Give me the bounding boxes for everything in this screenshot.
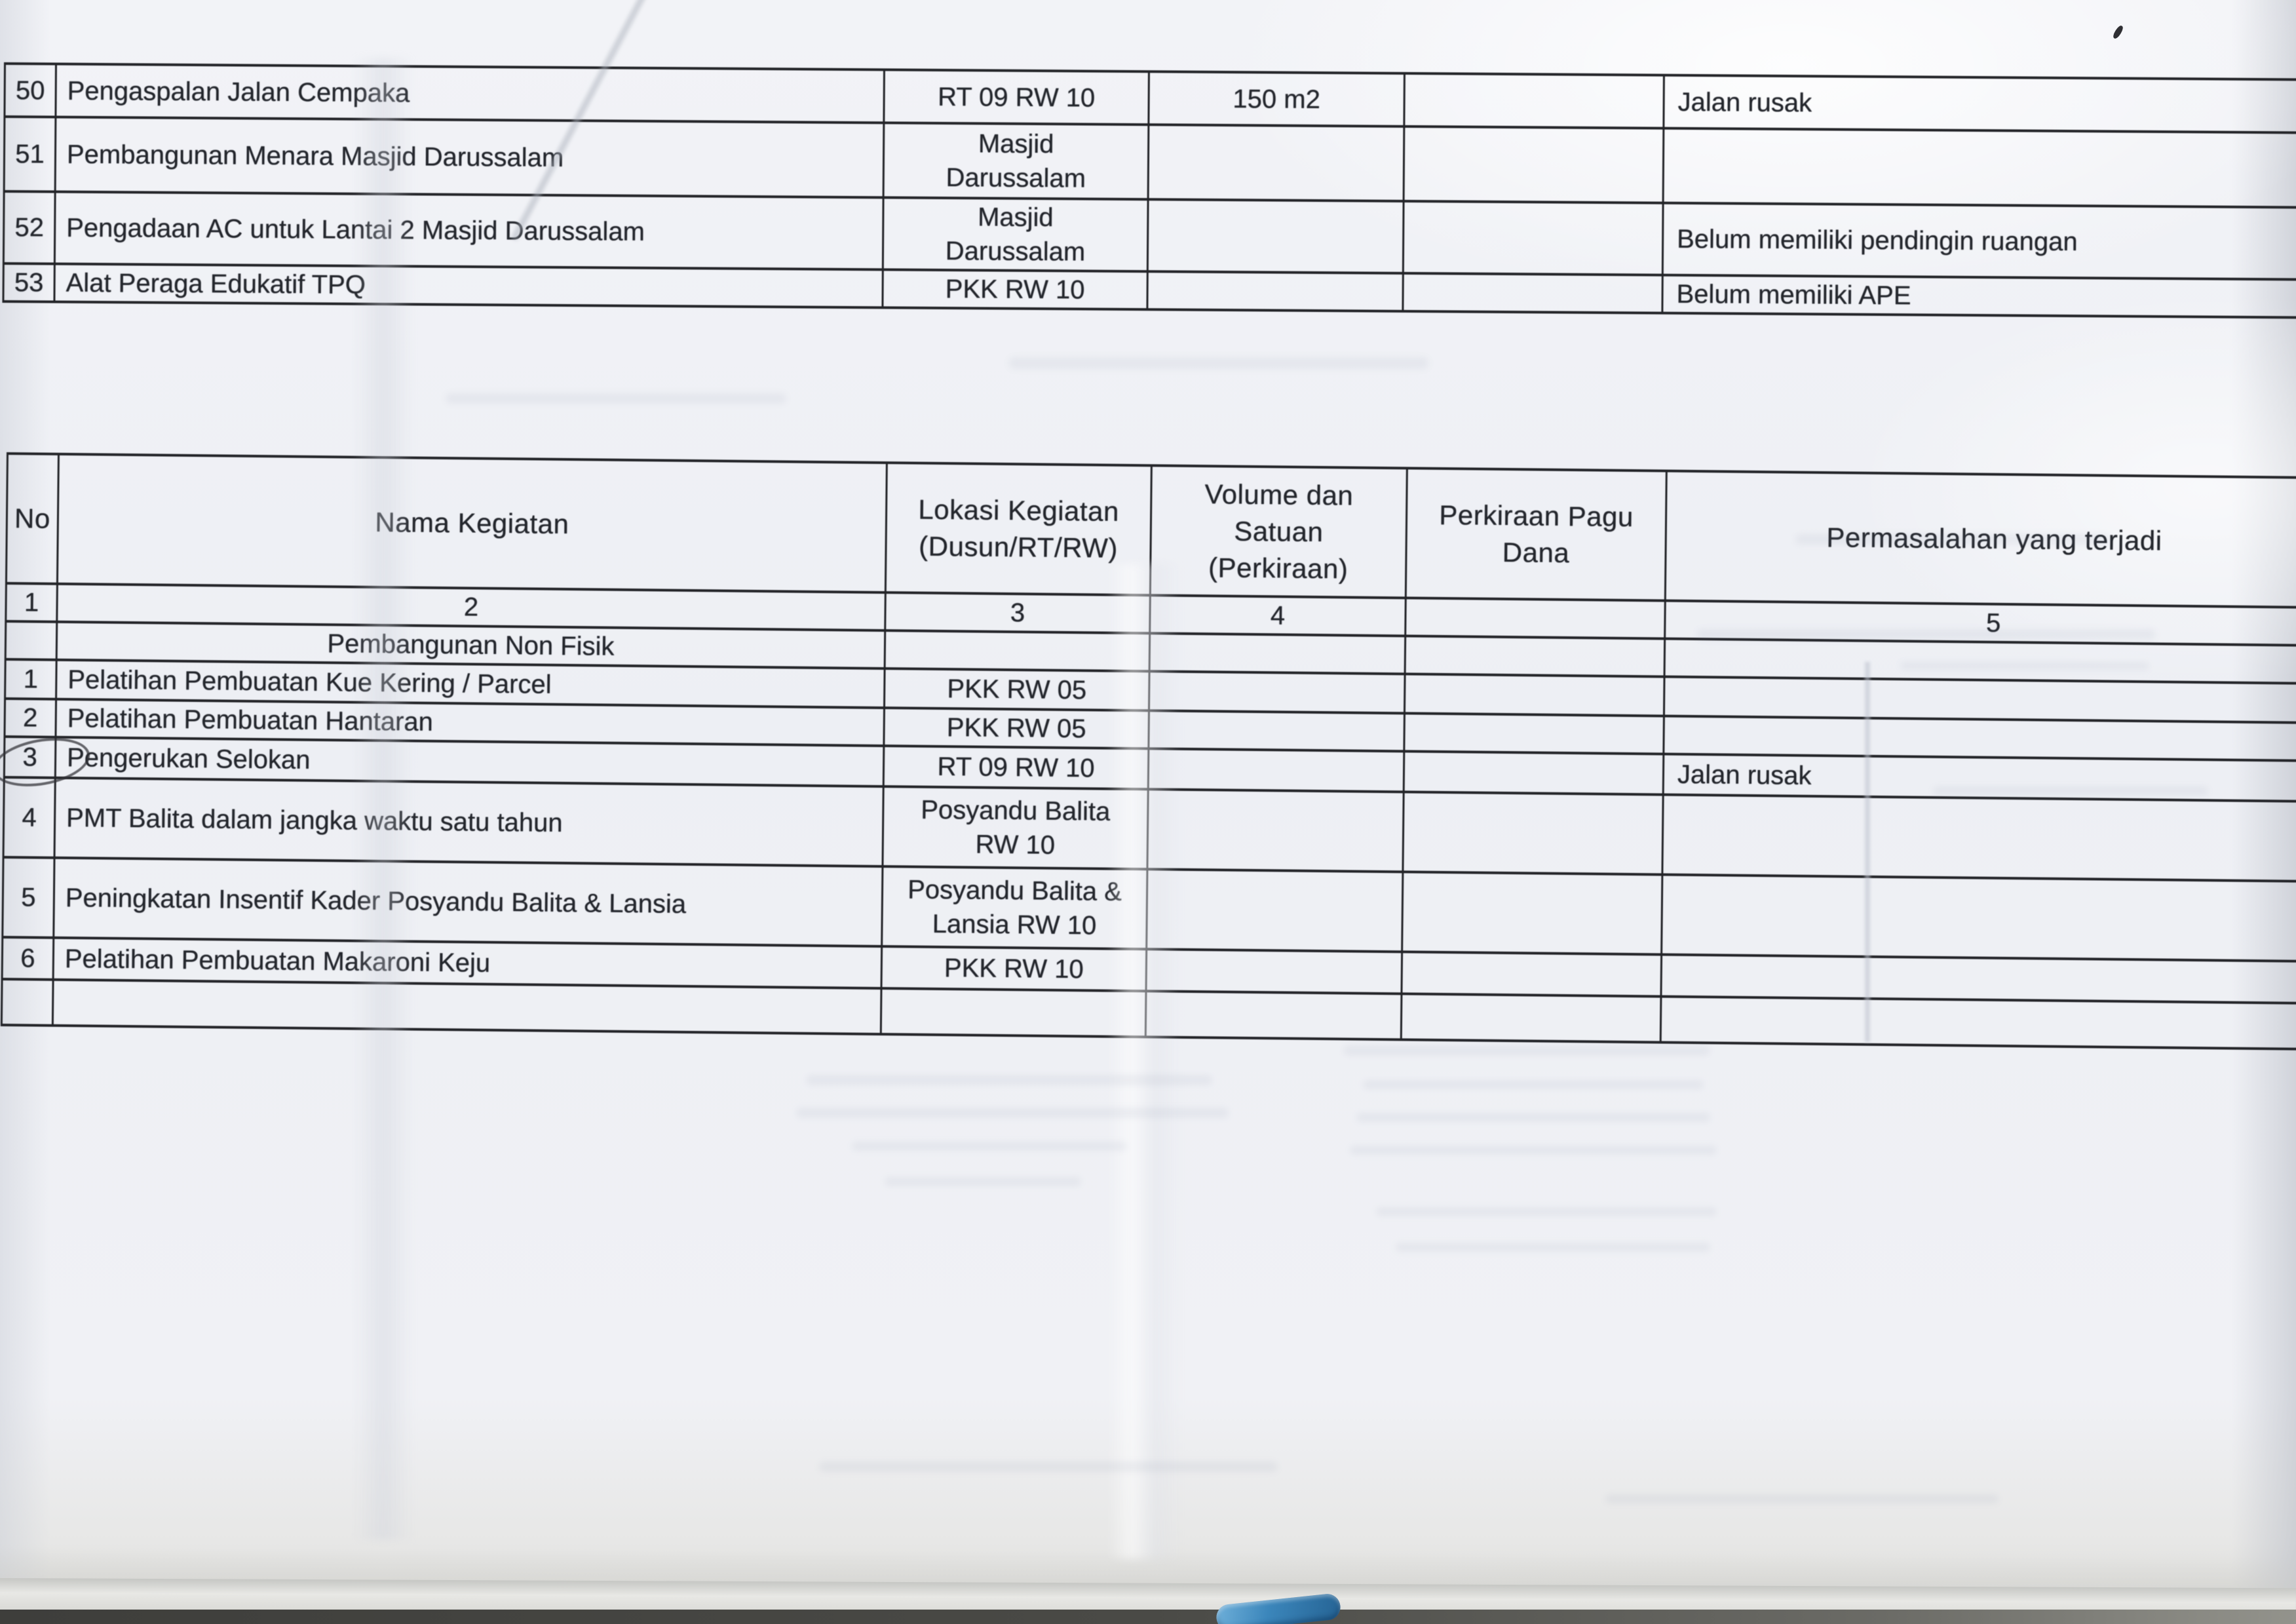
paper-crease bbox=[354, 59, 413, 1540]
cell-permasalahan bbox=[1663, 128, 2296, 208]
cell-volume bbox=[1148, 125, 1404, 201]
colnum-pagu bbox=[1405, 598, 1666, 639]
cell-pagu bbox=[1403, 201, 1664, 275]
cell-pagu bbox=[1401, 952, 1662, 997]
cell-volume bbox=[1145, 991, 1402, 1040]
paper-crease bbox=[1107, 564, 1179, 1560]
cell-pagu bbox=[1404, 713, 1664, 754]
cell-volume bbox=[1147, 789, 1404, 872]
cell-pagu bbox=[1404, 73, 1664, 128]
bleed-through-smudge bbox=[1933, 786, 2208, 796]
bleed-through-smudge bbox=[852, 1142, 1127, 1151]
bleed-through-smudge bbox=[1900, 662, 2149, 670]
bleed-through-smudge bbox=[796, 1108, 1229, 1118]
header-pagu: Perkiraan Pagu Dana bbox=[1406, 468, 1667, 601]
cell-no: 1 bbox=[5, 659, 57, 699]
cell-permasalahan bbox=[1663, 716, 2296, 761]
cell-permasalahan: Belum memiliki APE bbox=[1662, 275, 2296, 318]
cell-pagu bbox=[1404, 674, 1665, 716]
cell-nama: Pengaspalan Jalan Cempaka bbox=[55, 64, 885, 123]
bleed-through-smudge bbox=[885, 1177, 1081, 1186]
cell-volume bbox=[1145, 949, 1402, 994]
cell-no: 51 bbox=[4, 117, 56, 192]
cell-pagu bbox=[1402, 872, 1662, 955]
cell-pagu bbox=[1404, 751, 1664, 795]
activity-table-continued: 50 Pengaspalan Jalan Cempaka RT 09 RW 10… bbox=[2, 62, 2296, 319]
cell-volume bbox=[1147, 199, 1404, 273]
cell-volume bbox=[1149, 671, 1406, 714]
cell-volume bbox=[1147, 271, 1404, 311]
cell-nama: Pembangunan Menara Masjid Darussalam bbox=[55, 117, 884, 198]
cell-nama: Pengadaan AC untuk Lantai 2 Masjid Darus… bbox=[54, 191, 884, 270]
cell-lokasi: Masjid Darussalam bbox=[883, 123, 1149, 200]
cell-pagu bbox=[1402, 273, 1663, 313]
cell-lokasi: PKK RW 10 bbox=[882, 269, 1148, 310]
cell-pagu bbox=[1402, 792, 1664, 875]
cell-permasalahan bbox=[1660, 954, 2296, 1003]
cell-lokasi: Masjid Darussalam bbox=[883, 197, 1149, 272]
cell-permasalahan bbox=[1660, 996, 2296, 1049]
cell-nama: Alat Peraga Edukatif TPQ bbox=[54, 263, 883, 308]
cell-no: 4 bbox=[3, 777, 56, 858]
cell-pagu bbox=[1405, 636, 1665, 677]
bleed-through-smudge bbox=[1350, 1146, 1717, 1155]
colnum-no: 1 bbox=[5, 583, 58, 622]
cell-permasalahan bbox=[1664, 638, 2296, 684]
cell-no: 52 bbox=[3, 191, 56, 264]
cell-no: 50 bbox=[4, 64, 56, 117]
cell-permasalahan bbox=[1664, 676, 2296, 724]
pen-tick-mark bbox=[2111, 24, 2125, 40]
cell-volume bbox=[1148, 748, 1404, 792]
colnum-volume: 4 bbox=[1149, 595, 1406, 636]
cell-no: 6 bbox=[2, 937, 54, 980]
cell-nama: Peningkatan Insentif Kader Posyandu Bali… bbox=[53, 857, 883, 947]
bleed-through-smudge bbox=[1363, 1080, 1704, 1089]
cell-volume bbox=[1148, 710, 1405, 752]
bleed-through-smudge bbox=[1795, 534, 2110, 545]
cell-lokasi: RT 09 RW 10 bbox=[883, 69, 1149, 125]
cell-permasalahan: Belum memiliki pendingin ruangan bbox=[1662, 203, 2296, 280]
cell-pagu bbox=[1404, 126, 1664, 203]
cell-lokasi bbox=[881, 988, 1146, 1037]
bleed-through-smudge bbox=[1356, 1113, 1710, 1122]
bleed-through-smudge bbox=[1376, 1207, 1717, 1216]
cell-no: 5 bbox=[2, 857, 55, 938]
bleed-through-smudge bbox=[1009, 357, 1428, 369]
cell-volume bbox=[1149, 633, 1406, 674]
bleed-through-smudge bbox=[1396, 1243, 1710, 1252]
bleed-through-smudge bbox=[1697, 629, 2156, 640]
cell-permasalahan bbox=[1661, 874, 2296, 961]
cell-volume bbox=[1146, 869, 1403, 952]
scanner-edge-strip bbox=[0, 1610, 2296, 1624]
cell-pagu bbox=[1401, 994, 1661, 1043]
cell-no: 2 bbox=[4, 698, 56, 737]
cell-permasalahan bbox=[1662, 794, 2296, 881]
bleed-through-smudge bbox=[1605, 1494, 1999, 1503]
header-volume: Volume dan Satuan (Perkiraan) bbox=[1150, 465, 1407, 598]
bleed-through-smudge bbox=[819, 1461, 1278, 1472]
cell-permasalahan: Jalan rusak bbox=[1663, 75, 2296, 133]
cell-no bbox=[1, 978, 54, 1026]
cell-nama bbox=[52, 979, 882, 1035]
bleed-through-smudge bbox=[1343, 1045, 1710, 1056]
cell-lokasi: PKK RW 10 bbox=[881, 946, 1147, 992]
cell-volume: 150 m2 bbox=[1148, 71, 1405, 126]
bleed-through-smudge bbox=[806, 1075, 1212, 1085]
header-nama: Nama Kegiatan bbox=[57, 454, 887, 593]
cell-no bbox=[5, 621, 57, 660]
header-no: No bbox=[6, 454, 59, 584]
paper-crease bbox=[1865, 662, 1870, 1042]
cell-nama: PMT Balita dalam jangka waktu satu tahun bbox=[54, 777, 884, 867]
bleed-through-smudge bbox=[446, 393, 786, 404]
cell-no: 53 bbox=[3, 263, 55, 302]
